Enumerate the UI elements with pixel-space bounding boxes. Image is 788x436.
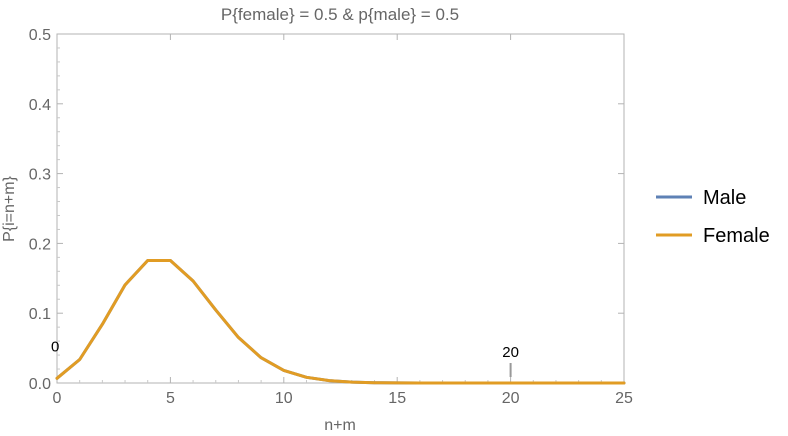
legend-label-male: Male (703, 187, 746, 209)
x-axis-title: n+m (324, 417, 356, 434)
y-tick-label: 0.2 (29, 236, 51, 253)
y-tick-label: 0.4 (29, 97, 51, 114)
chart-title: P{female} = 0.5 & p{male} = 0.5 (221, 5, 459, 24)
x-tick-label: 0 (53, 390, 62, 407)
legend-label-female: Female (703, 225, 770, 247)
x-tick-label: 25 (615, 390, 633, 407)
x-tick-label: 5 (166, 390, 175, 407)
y-axis-title: P{i=n+m} (1, 175, 18, 241)
x-tick-label: 20 (502, 390, 520, 407)
y-tick-label: 0.1 (29, 306, 51, 323)
annotations: 0 20 (51, 339, 519, 377)
y-tick-label: 0.3 (29, 167, 51, 184)
annotation-label: 20 (502, 344, 519, 361)
legend: Male Female (656, 187, 770, 247)
x-tick-label: 10 (275, 390, 293, 407)
series-line-female (55, 259, 626, 385)
y-tick-label: 0.5 (29, 27, 51, 44)
y-tick-label: 0.0 (29, 376, 51, 393)
series-line-male (55, 259, 626, 385)
series-lines (55, 259, 626, 385)
plot-frame (56, 33, 625, 384)
annotation-label: 0 (51, 339, 59, 356)
plot-area-border (56, 33, 625, 384)
x-tick-label: 15 (388, 390, 406, 407)
axis-ticks: 0 5 10 15 20 25 0.0 0.1 0.2 0.3 0.4 0.5 (29, 27, 633, 407)
